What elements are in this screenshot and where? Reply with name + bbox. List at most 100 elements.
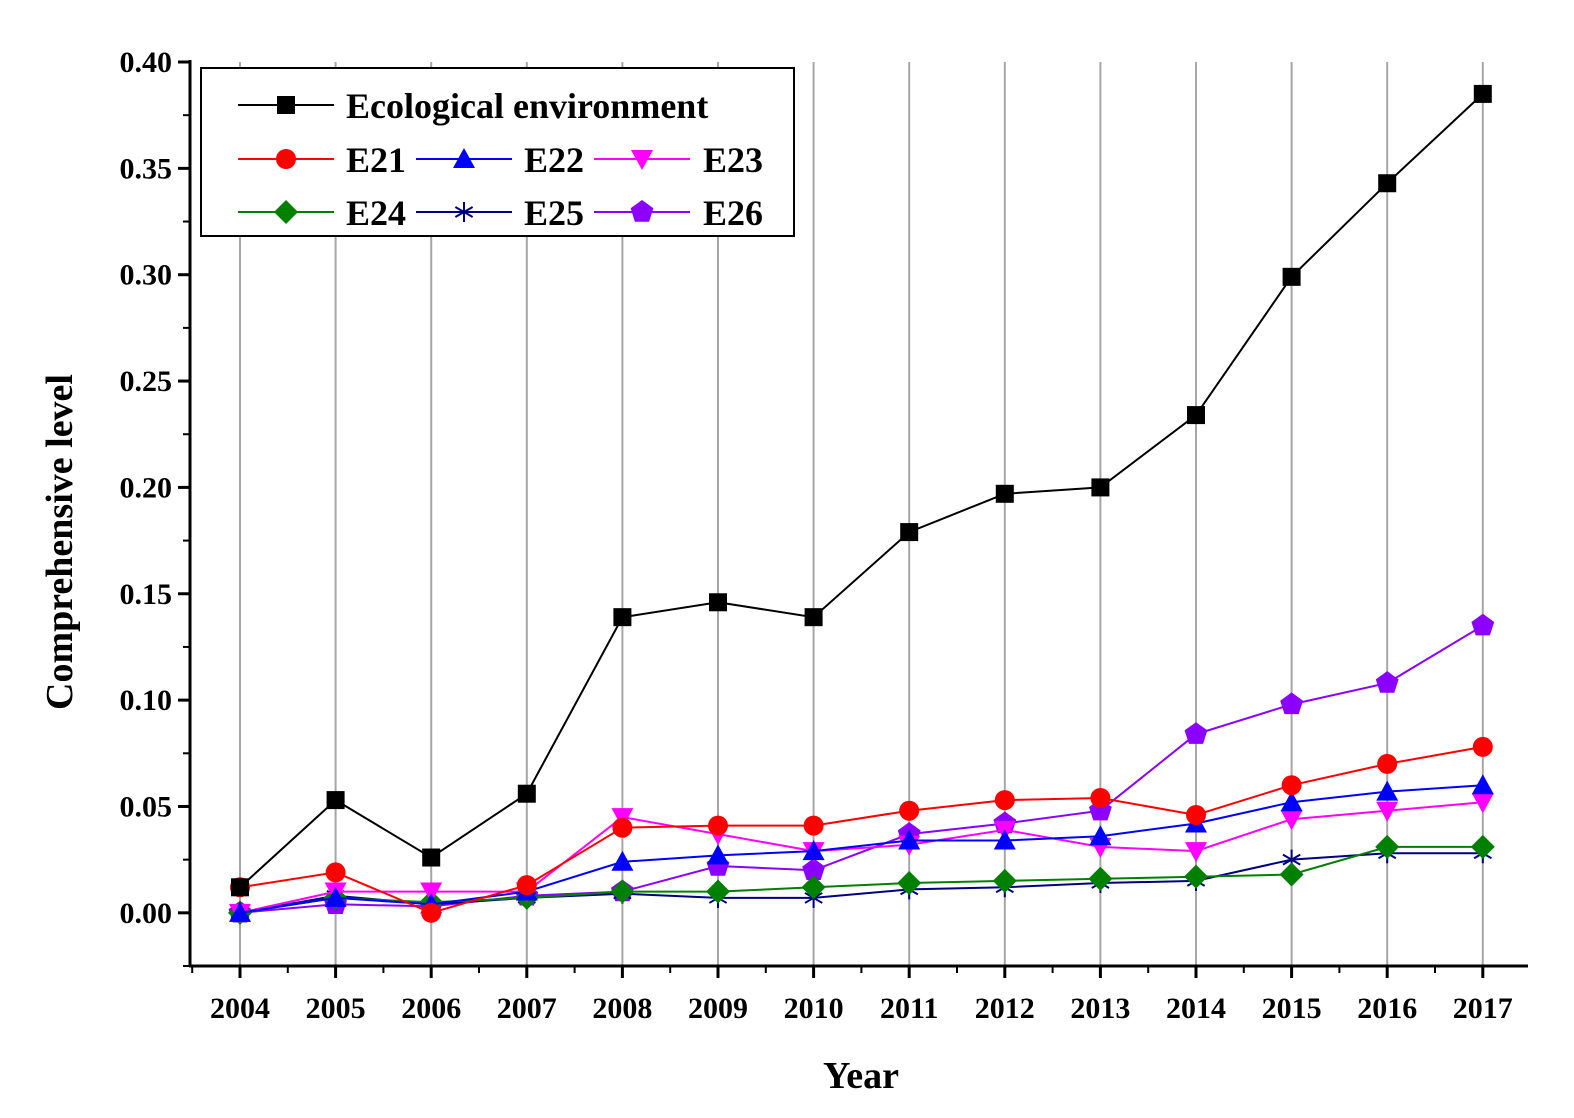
legend-label: E24 [346, 193, 406, 233]
data-point [1091, 478, 1110, 497]
y-tick-label: 0.25 [120, 365, 173, 398]
legend-item: E26 [594, 193, 763, 233]
data-point [325, 862, 346, 883]
legend-item: Ecological environment [238, 86, 708, 126]
data-point [1279, 862, 1304, 887]
data-point [420, 882, 443, 903]
series-e22 [229, 774, 1494, 922]
series [228, 84, 1495, 925]
series-line [239, 624, 1484, 914]
legend-marker [453, 148, 475, 168]
legend-marker [276, 149, 296, 169]
data-point [1090, 787, 1111, 808]
series-line [239, 93, 1484, 889]
data-point [516, 875, 537, 896]
data-point [1375, 834, 1400, 859]
x-tick-label: 2008 [592, 992, 652, 1025]
y-tick-label: 0.15 [120, 578, 173, 611]
x-tick-label: 2015 [1262, 992, 1322, 1025]
data-point [611, 850, 634, 871]
legend-item: E24 [238, 193, 406, 233]
legend-marker [631, 150, 653, 170]
x-tick-label: 2005 [306, 992, 366, 1025]
data-point [899, 800, 920, 821]
data-point [1470, 834, 1495, 859]
legend-label: E22 [524, 140, 584, 180]
x-tick-label: 2004 [210, 992, 270, 1025]
data-point [1280, 810, 1303, 831]
y-tick-label: 0.20 [120, 471, 173, 504]
data-point [421, 902, 442, 923]
data-point [517, 784, 536, 803]
x-tick-label: 2017 [1453, 992, 1513, 1025]
data-point [992, 868, 1017, 893]
data-point [1184, 864, 1208, 889]
data-point [1282, 267, 1301, 286]
data-point [610, 879, 635, 904]
data-point [995, 484, 1014, 503]
data-point [1473, 84, 1492, 103]
data-point [612, 817, 633, 838]
y-tick-label: 0.00 [120, 897, 173, 930]
data-point [1378, 174, 1397, 193]
data-point [1187, 406, 1205, 425]
y-tick-label: 0.10 [120, 684, 173, 717]
series-e26 [228, 613, 1495, 923]
legend-item: E21 [238, 140, 406, 180]
x-tick-label: 2011 [880, 992, 938, 1025]
data-point [231, 878, 249, 897]
data-point [1472, 736, 1493, 757]
data-point [613, 608, 632, 627]
data-point [1376, 801, 1399, 822]
x-tick-label: 2006 [401, 992, 461, 1025]
data-point [898, 829, 921, 850]
legend-label: E21 [346, 140, 406, 180]
data-point [708, 815, 728, 836]
legend: Ecological environment E21 E22 E23 E24 E25 E26 [200, 67, 795, 237]
x-tick-label: 2010 [784, 992, 844, 1025]
legend-label: Ecological environment [346, 86, 708, 126]
legend-marker [274, 200, 298, 224]
data-point [801, 875, 826, 900]
data-point [422, 848, 441, 867]
x-tick-label: 2012 [975, 992, 1035, 1025]
data-point [993, 829, 1016, 850]
data-point [1280, 791, 1303, 812]
x-tick-label: 2014 [1166, 992, 1226, 1025]
legend-item: E23 [594, 140, 763, 180]
series-line [239, 745, 1483, 914]
legend-marker [277, 96, 295, 114]
legend-box [200, 67, 795, 237]
y-tick-label: 0.05 [120, 790, 173, 823]
data-point [1281, 775, 1302, 796]
data-point [900, 523, 919, 542]
x-axis-title: Year [823, 1055, 899, 1097]
data-point [709, 593, 727, 612]
data-point [229, 901, 251, 922]
y-tick-label: 0.40 [120, 46, 173, 79]
data-point [1088, 866, 1113, 891]
data-point [1471, 613, 1495, 636]
data-point [324, 886, 347, 907]
y-axis-title: Comprehensive level [39, 374, 81, 710]
legend-label: E26 [703, 193, 763, 233]
data-point [1186, 804, 1206, 825]
data-point [1089, 825, 1112, 846]
data-point [1185, 842, 1207, 863]
data-point [1184, 722, 1208, 744]
y-tick-label: 0.35 [120, 152, 173, 185]
data-point [707, 844, 729, 865]
data-point [1377, 753, 1398, 774]
legend-item: E25 [416, 193, 584, 233]
data-point [802, 840, 825, 861]
series-e25 [230, 843, 1492, 923]
data-point [804, 608, 823, 627]
legend-label: E23 [703, 140, 763, 180]
legend-item: E22 [416, 140, 584, 180]
series-ecological-environment [231, 84, 1492, 897]
axes: 0.00 0.05 0.10 0.15 0.20 0.25 0.30 0.35 0.40 2004… [120, 46, 1528, 1025]
legend-label: E25 [524, 193, 584, 233]
series-line [239, 784, 1483, 914]
x-tick-label: 2013 [1070, 992, 1130, 1025]
